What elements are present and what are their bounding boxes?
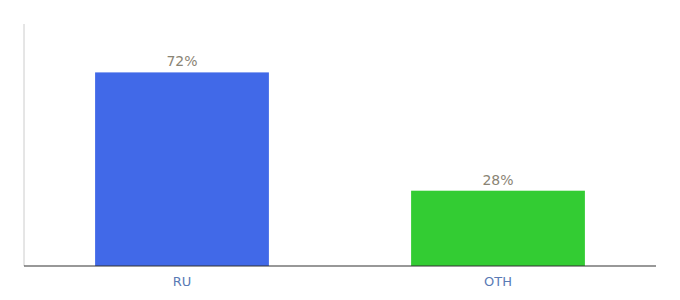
- axes: RU OTH: [24, 24, 656, 289]
- x-axis-line: [24, 265, 656, 266]
- bar: [411, 191, 585, 266]
- chart: 72% 28% RU OTH: [0, 0, 680, 300]
- bars: [95, 72, 585, 266]
- data-labels: 72% 28%: [166, 53, 513, 187]
- x-tick-label: OTH: [484, 274, 512, 289]
- chart-container: 72% 28% RU OTH: [0, 0, 680, 300]
- data-label: 72%: [166, 53, 197, 69]
- data-label: 28%: [482, 172, 513, 188]
- bar: [95, 72, 269, 266]
- x-tick-label: RU: [173, 274, 192, 289]
- y-axis-line: [24, 24, 25, 266]
